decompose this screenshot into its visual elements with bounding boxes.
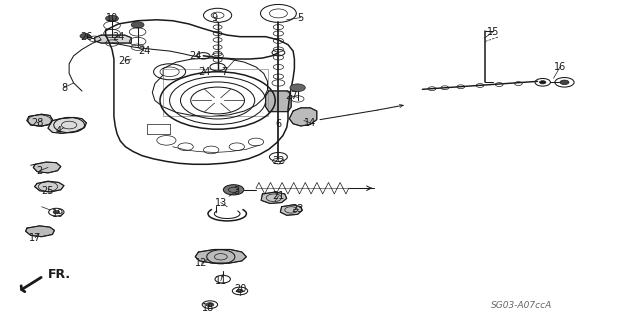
Text: 2: 2	[36, 166, 43, 176]
Polygon shape	[35, 181, 64, 192]
Text: 12: 12	[195, 258, 208, 268]
Text: 26: 26	[80, 32, 93, 42]
Text: 4: 4	[56, 126, 62, 136]
Text: 7: 7	[221, 67, 227, 77]
Text: 5: 5	[298, 12, 304, 23]
Text: 24: 24	[198, 67, 211, 77]
Polygon shape	[33, 162, 61, 173]
Text: 3: 3	[234, 186, 240, 197]
Text: 18: 18	[202, 303, 214, 313]
Polygon shape	[27, 114, 52, 126]
Polygon shape	[261, 192, 287, 204]
Text: 14: 14	[304, 118, 317, 128]
Text: 23: 23	[291, 204, 304, 214]
Text: 24: 24	[112, 32, 125, 42]
Text: 15: 15	[486, 27, 499, 37]
Text: 24: 24	[189, 51, 202, 61]
Polygon shape	[289, 108, 317, 126]
Text: 27: 27	[285, 91, 298, 101]
Polygon shape	[48, 117, 86, 133]
Text: FR.: FR.	[48, 269, 71, 281]
Circle shape	[80, 33, 90, 39]
Text: 26: 26	[118, 56, 131, 66]
Text: SG03-A07ccA: SG03-A07ccA	[491, 301, 552, 310]
Text: 21: 21	[272, 191, 285, 201]
Text: 11: 11	[214, 276, 227, 286]
Circle shape	[540, 81, 546, 84]
Text: 24: 24	[138, 46, 150, 56]
Circle shape	[206, 303, 214, 307]
Circle shape	[223, 185, 244, 195]
Polygon shape	[95, 35, 131, 43]
Text: 17: 17	[29, 233, 42, 243]
Text: 13: 13	[214, 197, 227, 208]
Polygon shape	[266, 91, 291, 112]
Text: 9: 9	[211, 12, 218, 23]
Polygon shape	[195, 249, 246, 263]
Polygon shape	[280, 205, 302, 215]
Text: 16: 16	[554, 62, 566, 72]
Circle shape	[237, 289, 243, 293]
Text: 28: 28	[31, 118, 44, 128]
Text: 25: 25	[42, 186, 54, 197]
Circle shape	[290, 84, 305, 92]
Polygon shape	[26, 226, 54, 237]
Circle shape	[560, 80, 569, 85]
Circle shape	[53, 211, 60, 214]
Circle shape	[106, 15, 118, 22]
Text: 19: 19	[51, 209, 64, 219]
Circle shape	[131, 22, 144, 28]
Text: 20: 20	[234, 284, 246, 294]
Text: 22: 22	[272, 156, 285, 166]
Text: 6: 6	[275, 119, 282, 130]
Text: 10: 10	[106, 12, 118, 23]
Text: 8: 8	[61, 83, 67, 93]
